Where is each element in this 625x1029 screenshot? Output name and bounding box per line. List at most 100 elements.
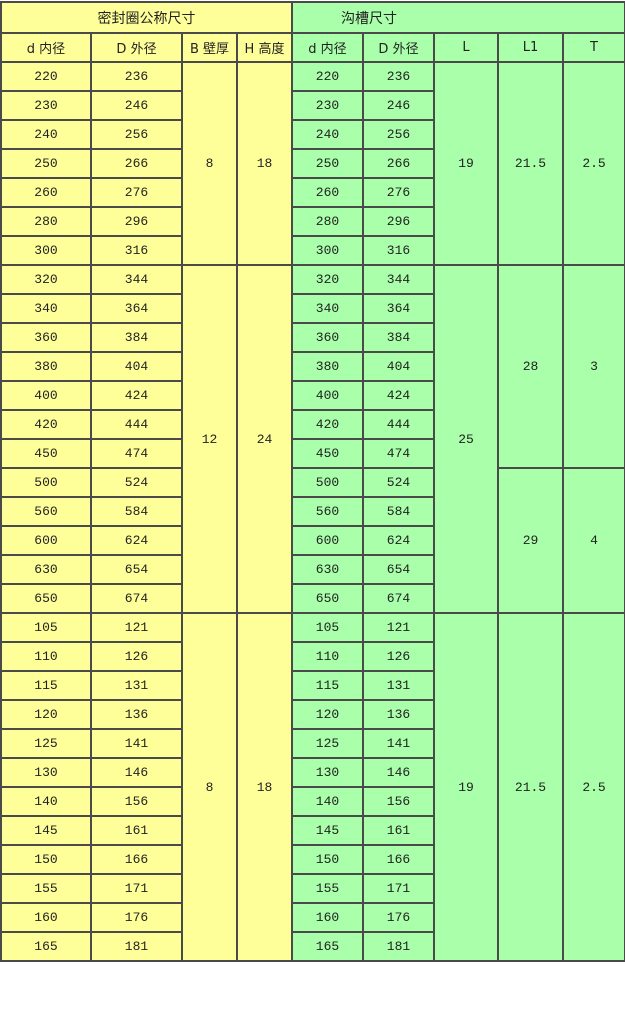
- groove-inner-diameter-cell: 250: [291, 148, 364, 179]
- seal-inner-diameter-cell: 560: [0, 496, 92, 527]
- seal-outer-diameter-cell: 404: [90, 351, 183, 382]
- seal-outer-diameter-cell: 126: [90, 641, 183, 672]
- T-cell: 2.5: [561, 612, 625, 962]
- table-row: 340 364 340 364: [0, 293, 625, 324]
- groove-outer-diameter-cell: 584: [362, 496, 435, 527]
- seal-inner-diameter-cell: 120: [0, 699, 92, 730]
- groove-outer-diameter-cell: 344: [362, 264, 435, 295]
- seal-inner-diameter-cell: 600: [0, 525, 92, 556]
- seal-inner-diameter-cell: 160: [0, 902, 92, 933]
- seal-outer-diameter-cell: 256: [90, 119, 183, 150]
- table-row: 160 176 160 176: [0, 902, 625, 933]
- groove-outer-diameter-cell: 384: [362, 322, 435, 353]
- seal-outer-diameter-cell: 474: [90, 438, 183, 469]
- table-row: 125 141 125 141: [0, 728, 625, 759]
- seal-inner-diameter-cell: 340: [0, 293, 92, 324]
- groove-outer-diameter-cell: 161: [362, 815, 435, 846]
- groove-inner-diameter-cell: 110: [291, 641, 364, 672]
- table-row: 630 654 630 654: [0, 554, 625, 585]
- table-row: 240 256 240 256: [0, 119, 625, 150]
- seal-outer-diameter-cell: 444: [90, 409, 183, 440]
- groove-inner-diameter-cell: 340: [291, 293, 364, 324]
- seal-outer-diameter-cell: 674: [90, 583, 183, 614]
- table-row: 105 121 8 18 105 121 19 21.5 2.5: [0, 612, 625, 962]
- seal-inner-diameter-cell: 420: [0, 409, 92, 440]
- groove-inner-diameter-cell: 500: [291, 467, 364, 498]
- seal-outer-diameter-cell: 654: [90, 554, 183, 585]
- groove-inner-diameter-cell: 155: [291, 873, 364, 904]
- seal-inner-diameter-cell: 105: [0, 612, 92, 643]
- groove-outer-diameter-cell: 444: [362, 409, 435, 440]
- groove-outer-diameter-cell: 141: [362, 728, 435, 759]
- groove-inner-diameter-cell: 140: [291, 786, 364, 817]
- groove-outer-diameter-cell: 316: [362, 235, 435, 266]
- seal-inner-diameter-cell: 125: [0, 728, 92, 759]
- groove-inner-diameter-cell: 115: [291, 670, 364, 701]
- seal-inner-diameter-cell: 320: [0, 264, 92, 295]
- seal-outer-diameter-cell: 131: [90, 670, 183, 701]
- groove-inner-diameter-cell: 380: [291, 351, 364, 382]
- groove-outer-diameter-cell: 246: [362, 90, 435, 121]
- groove-outer-diameter-cell: 166: [362, 844, 435, 875]
- groove-outer-diameter-cell: 126: [362, 641, 435, 672]
- table-row: 560 584 560 584: [0, 496, 625, 527]
- seal-inner-diameter-cell: 360: [0, 322, 92, 353]
- groove-inner-diameter-cell: 240: [291, 119, 364, 150]
- groove-outer-diameter-cell: 276: [362, 177, 435, 208]
- groove-outer-diameter-cell: 364: [362, 293, 435, 324]
- groove-outer-diameter-cell: 524: [362, 467, 435, 498]
- seal-outer-diameter-cell: 344: [90, 264, 183, 295]
- groove-size-header: 沟槽尺寸: [290, 1, 625, 34]
- seal-inner-diameter-cell: 230: [0, 90, 92, 121]
- table-row: 280 296 280 296: [0, 206, 625, 237]
- table-row: 650 674 650 674: [0, 583, 625, 614]
- wall-thickness-cell: 12: [181, 264, 238, 614]
- table-row: 130 146 130 146: [0, 757, 625, 788]
- groove-outer-diameter-cell: 404: [362, 351, 435, 382]
- groove-outer-diameter-cell: 236: [362, 61, 435, 92]
- seal-inner-diameter-cell: 140: [0, 786, 92, 817]
- L-cell: 19: [433, 612, 499, 962]
- groove-outer-diameter-cell: 624: [362, 525, 435, 556]
- groove-outer-diameter-cell: 131: [362, 670, 435, 701]
- seal-inner-diameter-cell: 130: [0, 757, 92, 788]
- table-row: 145 161 145 161: [0, 815, 625, 846]
- seal-outer-diameter-cell: 181: [90, 931, 183, 962]
- table-row: 450 474 450 474: [0, 438, 625, 469]
- seal-inner-diameter-cell: 500: [0, 467, 92, 498]
- groove-outer-diameter-cell: 181: [362, 931, 435, 962]
- seal-inner-diameter-cell: 145: [0, 815, 92, 846]
- seal-dimensions-table: 密封圈公称尺寸 沟槽尺寸 d 内径 D 外径 B 壁厚 H 高度 d 内径 D …: [0, 1, 625, 962]
- table-row: 220 236 8 18 220 236 19 21.5 2.5: [0, 61, 625, 266]
- groove-inner-diameter-cell: 280: [291, 206, 364, 237]
- groove-outer-diameter-cell: 146: [362, 757, 435, 788]
- groove-outer-diameter-cell: 121: [362, 612, 435, 643]
- groove-outer-diameter-cell: 256: [362, 119, 435, 150]
- seal-outer-diameter-cell: 364: [90, 293, 183, 324]
- groove-inner-diameter-cell: 145: [291, 815, 364, 846]
- col-seal-outer-diameter: D 外径: [90, 32, 183, 63]
- groove-inner-diameter-cell: 260: [291, 177, 364, 208]
- table-row: 230 246 230 246: [0, 90, 625, 121]
- col-seal-inner-diameter: d 内径: [0, 32, 92, 63]
- col-L: L: [433, 32, 499, 63]
- wall-thickness-cell: 8: [181, 612, 238, 962]
- groove-inner-diameter-cell: 105: [291, 612, 364, 643]
- seal-inner-diameter-cell: 150: [0, 844, 92, 875]
- seal-inner-diameter-cell: 260: [0, 177, 92, 208]
- seal-outer-diameter-cell: 524: [90, 467, 183, 498]
- groove-outer-diameter-cell: 176: [362, 902, 435, 933]
- seal-outer-diameter-cell: 266: [90, 148, 183, 179]
- groove-inner-diameter-cell: 450: [291, 438, 364, 469]
- groove-outer-diameter-cell: 654: [362, 554, 435, 585]
- table-row: 320 344 12 24 320 344 25 28 3: [0, 264, 625, 614]
- seal-outer-diameter-cell: 146: [90, 757, 183, 788]
- groove-inner-diameter-cell: 220: [291, 61, 364, 92]
- groove-outer-diameter-cell: 266: [362, 148, 435, 179]
- seal-inner-diameter-cell: 115: [0, 670, 92, 701]
- groove-inner-diameter-cell: 160: [291, 902, 364, 933]
- seal-outer-diameter-cell: 624: [90, 525, 183, 556]
- column-header-row: d 内径 D 外径 B 壁厚 H 高度 d 内径 D 外径 L L1 T: [0, 32, 625, 63]
- groove-inner-diameter-cell: 300: [291, 235, 364, 266]
- groove-inner-diameter-cell: 650: [291, 583, 364, 614]
